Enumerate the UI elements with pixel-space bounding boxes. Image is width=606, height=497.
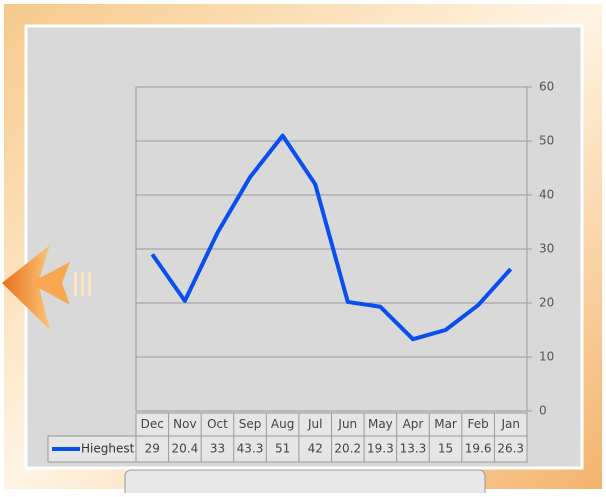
x-tick-label: Jul [307,417,322,431]
table-value: 33 [210,442,225,456]
x-tick-label: Apr [403,417,424,431]
table-value: 43.3 [237,442,264,456]
x-tick-label: May [368,417,393,431]
y-tick-label: 40 [539,188,554,202]
table-value: 20.2 [334,442,361,456]
x-tick-label: Feb [468,417,489,431]
x-tick-label: Mar [434,417,457,431]
y-tick-label: 50 [539,134,554,148]
bottom-button[interactable] [125,470,485,493]
x-tick-label: Sep [239,417,262,431]
x-tick-label: Jun [337,417,357,431]
table-value: 42 [308,442,323,456]
legend-label: Hieghest [81,442,135,456]
y-tick-label: 20 [539,296,554,310]
table-value: 26.3 [497,442,524,456]
panel [26,26,582,468]
table-value: 29 [145,442,160,456]
chart: 0 10 20 30 40 50 60 Dec Nov Oct Sep Aug Jul Jun May Apr… [0,0,606,493]
y-tick-label: 10 [539,350,554,364]
x-tick-label: Jan [500,417,520,431]
x-tick-label: Nov [173,417,196,431]
x-tick-label: Aug [271,417,294,431]
table-value: 20.4 [172,442,199,456]
table-value: 19.3 [367,442,394,456]
y-tick-label: 30 [539,242,554,256]
x-tick-label: Oct [207,417,228,431]
table-value: 15 [438,442,453,456]
y-tick-label: 60 [539,80,554,94]
table-value: 51 [275,442,290,456]
table-value: 19.6 [465,442,492,456]
y-tick-label: 0 [539,404,547,418]
x-tick-label: Dec [141,417,164,431]
table-value: 13.3 [400,442,427,456]
